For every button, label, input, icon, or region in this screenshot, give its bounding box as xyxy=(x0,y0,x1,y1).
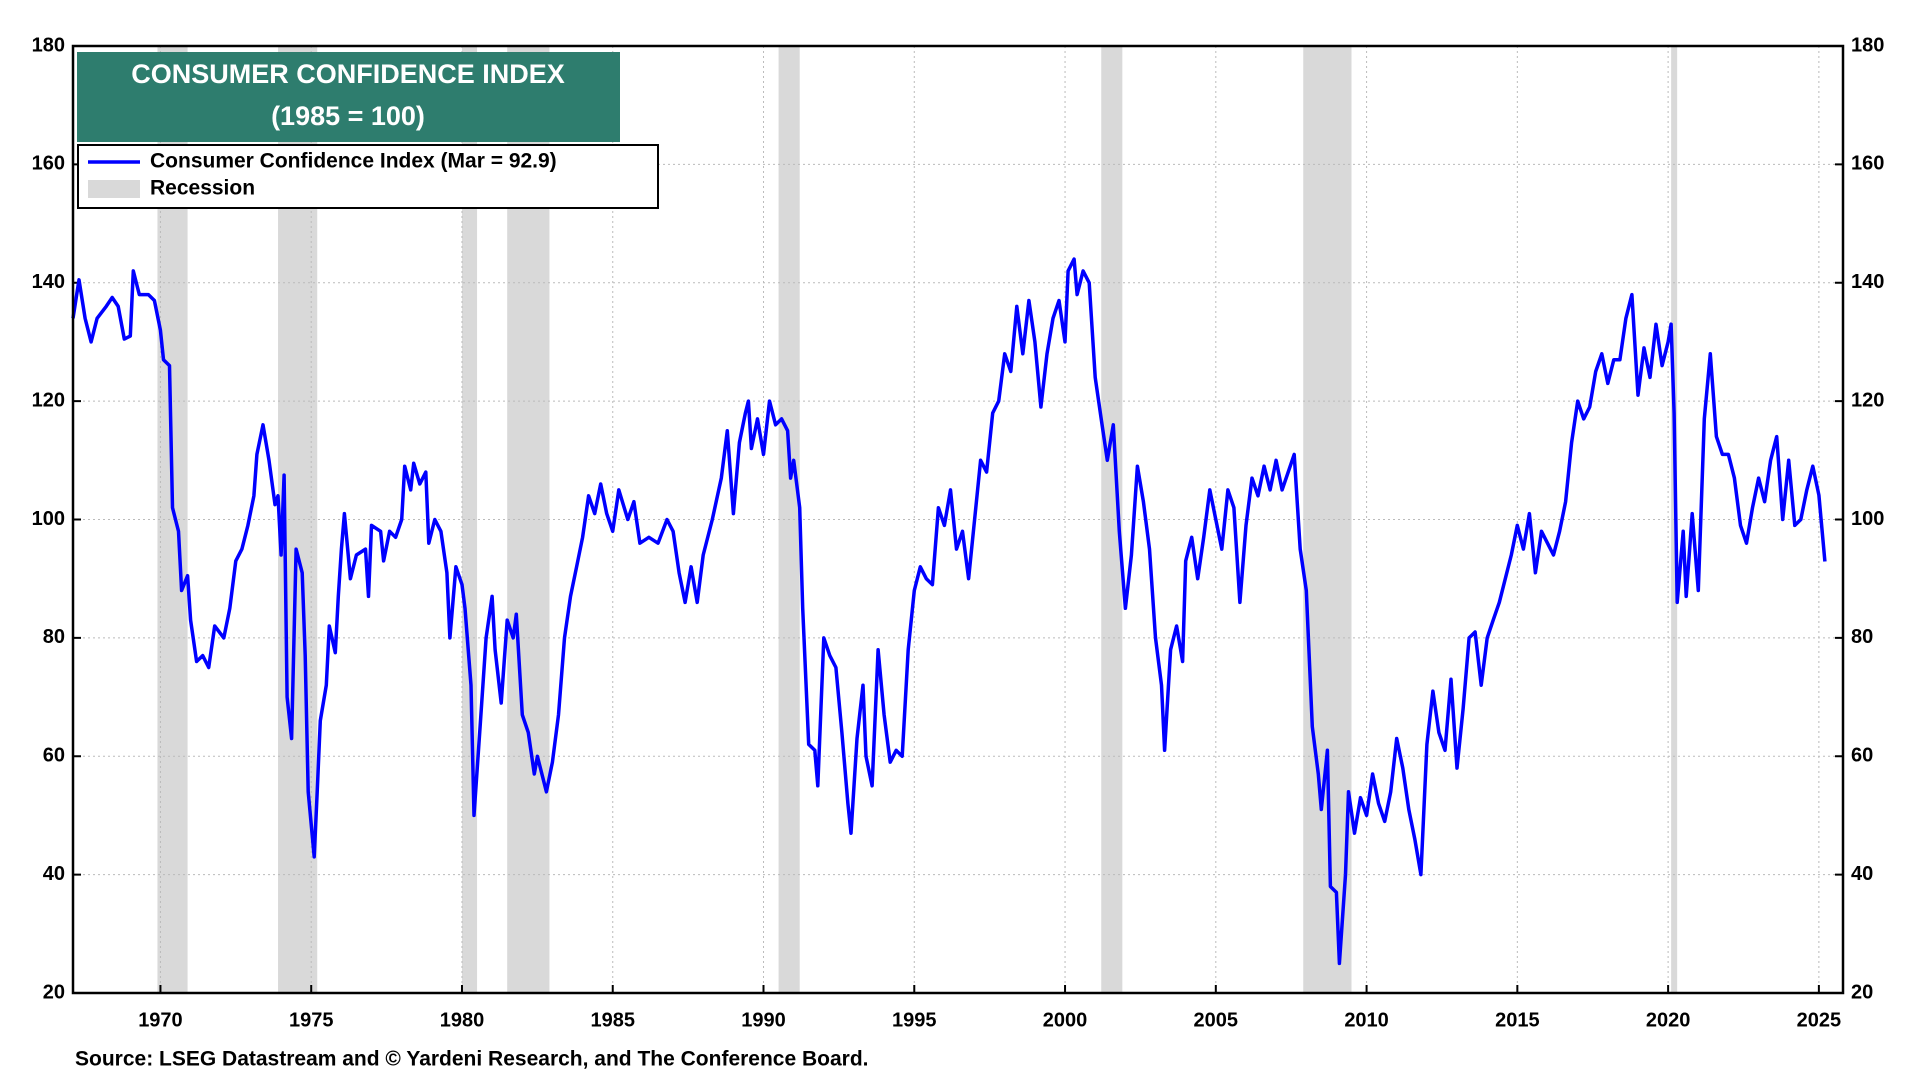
legend-label: Consumer Confidence Index (Mar = 92.9) xyxy=(150,150,557,173)
y2-tick-label: 60 xyxy=(1851,745,1873,767)
x-tick-label: 1970 xyxy=(138,1009,183,1031)
y-tick-label: 40 xyxy=(43,863,65,885)
x-tick-label: 1990 xyxy=(741,1009,786,1031)
y2-tick-label: 160 xyxy=(1851,153,1884,175)
x-tick-label: 2005 xyxy=(1194,1009,1239,1031)
y-tick-label: 60 xyxy=(43,745,65,767)
y2-tick-label: 40 xyxy=(1851,863,1873,885)
data-line xyxy=(71,257,1827,966)
x-tick-label: 2025 xyxy=(1797,1009,1842,1031)
y-tick-label: 160 xyxy=(32,153,65,175)
x-tick-label: 2000 xyxy=(1043,1009,1088,1031)
source-note: Source: LSEG Datastream and © Yardeni Re… xyxy=(75,1048,869,1071)
legend-box xyxy=(77,144,659,209)
legend-swatch xyxy=(88,180,140,198)
y2-tick-label: 20 xyxy=(1851,981,1873,1003)
legend-label: Recession xyxy=(150,177,255,200)
y-tick-label: 20 xyxy=(43,981,65,1003)
recession-band xyxy=(1101,46,1123,993)
y-tick-label: 180 xyxy=(32,34,65,56)
y-tick-label: 120 xyxy=(32,389,65,411)
y2-tick-label: 120 xyxy=(1851,389,1884,411)
y-tick-label: 80 xyxy=(43,626,65,648)
title-box xyxy=(77,52,620,142)
y2-tick-label: 100 xyxy=(1851,508,1884,530)
chart-title: CONSUMER CONFIDENCE INDEX xyxy=(131,59,565,89)
y2-tick-label: 140 xyxy=(1851,271,1884,293)
x-tick-label: 1995 xyxy=(892,1009,937,1031)
y2-tick-label: 80 xyxy=(1851,626,1873,648)
x-tick-label: 2020 xyxy=(1646,1009,1691,1031)
x-tick-label: 1980 xyxy=(440,1009,485,1031)
y-tick-label: 140 xyxy=(32,271,65,293)
x-tick-label: 1985 xyxy=(590,1009,635,1031)
chart-subtitle: (1985 = 100) xyxy=(271,101,425,131)
plot-frame xyxy=(71,44,1845,995)
x-tick-label: 1975 xyxy=(289,1009,334,1031)
x-tick-label: 2010 xyxy=(1344,1009,1389,1031)
y2-tick-label: 180 xyxy=(1851,34,1884,56)
x-tick-label: 2015 xyxy=(1495,1009,1540,1031)
y-tick-label: 100 xyxy=(32,508,65,530)
